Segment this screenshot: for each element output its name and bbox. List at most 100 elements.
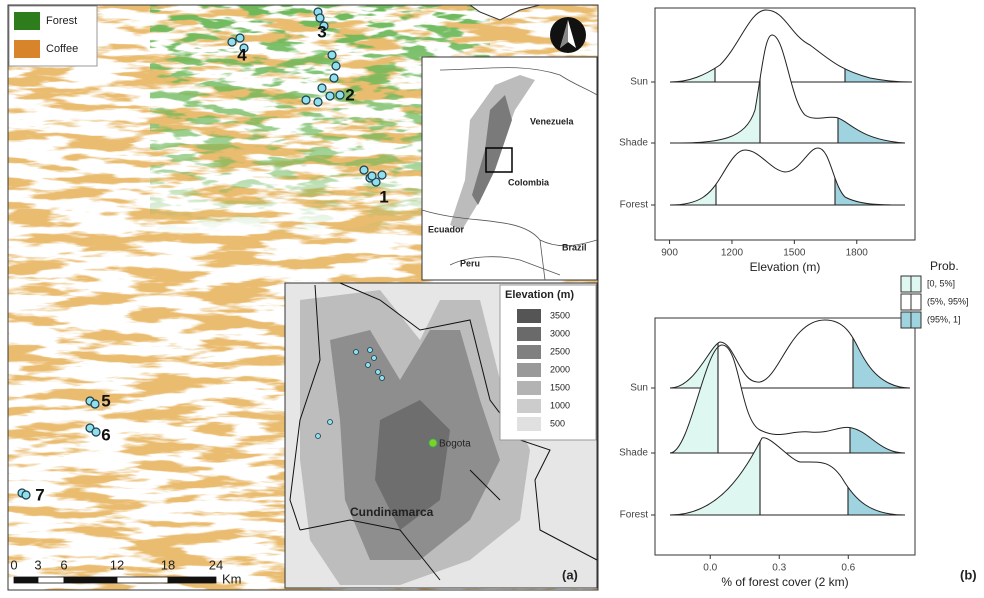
site-label: 2 <box>345 85 354 104</box>
elevation-label: 1500 <box>550 382 570 392</box>
elevation-swatch <box>517 381 541 395</box>
y-tick-label: Forest <box>620 200 649 211</box>
site-point <box>325 91 335 101</box>
site-point <box>335 90 345 100</box>
site-point <box>91 427 101 437</box>
site-point <box>377 170 387 180</box>
scale-unit: Km <box>222 571 242 586</box>
site-point <box>301 95 311 105</box>
legend-label: (95%, 1] <box>927 314 961 324</box>
site-point <box>315 13 325 23</box>
elevation-swatch <box>517 363 541 377</box>
axes: 900 1200 1500 1800 Sun Shade Forest Elevation (… <box>619 77 868 590</box>
country-label: Peru <box>460 258 480 268</box>
map-frame <box>7 4 599 591</box>
site-point <box>379 375 385 381</box>
site-point <box>315 433 321 439</box>
legend-label: Coffee <box>46 43 78 55</box>
scale-segment <box>63 576 118 584</box>
scale-label: 6 <box>60 557 67 572</box>
scale-label: 18 <box>161 557 175 572</box>
elevation-legend: Elevation (m) 3500 3000 2500 2000 1500 1000 500 <box>505 289 574 431</box>
prob-legend: Prob. [0, 5%] (5%, 95%] (95%, 1] <box>900 259 969 329</box>
x-tick-label: 1800 <box>846 248 869 259</box>
elevation-swatch <box>517 399 541 413</box>
site-point <box>90 399 100 409</box>
site-label: 4 <box>237 45 247 64</box>
site-point <box>313 97 323 107</box>
elevation-swatch <box>517 309 541 323</box>
x-tick-label: 1500 <box>783 248 806 259</box>
scale-label: 3 <box>34 557 41 572</box>
y-tick-label: Shade <box>619 448 648 459</box>
panel-label: (b) <box>960 567 977 582</box>
x-tick-label: 900 <box>661 248 678 259</box>
site-point <box>367 171 377 181</box>
elevation-swatch <box>517 345 541 359</box>
site-point <box>353 349 359 355</box>
site-point <box>235 33 245 43</box>
elevation-label: 500 <box>550 418 565 428</box>
x-tick-label: 0.3 <box>772 563 786 574</box>
city-label: Bogota <box>439 439 471 450</box>
site-point <box>329 73 339 83</box>
country-label: Ecuador <box>428 224 465 234</box>
elevation-label: 2500 <box>550 346 570 356</box>
site-point <box>21 490 31 500</box>
site-label: 6 <box>101 425 110 444</box>
country-label: Colombia <box>508 177 550 187</box>
site-point <box>359 165 369 175</box>
site-point <box>319 21 329 31</box>
scale-label: 24 <box>209 557 223 572</box>
elevation-swatch <box>517 327 541 341</box>
site-point <box>375 369 381 375</box>
country-inset <box>421 56 598 281</box>
legend-label: [0, 5%] <box>927 278 955 288</box>
site-point <box>327 50 337 60</box>
site-point <box>239 43 249 53</box>
site-label: 3 <box>317 22 326 41</box>
site-point <box>227 37 237 47</box>
scale-segment <box>167 576 217 584</box>
scale-label: 12 <box>110 557 124 572</box>
region-inset <box>284 282 598 589</box>
elevation-label: 2000 <box>550 364 570 374</box>
x-axis-label: % of forest cover (2 km) <box>721 575 848 589</box>
legend-title: Elevation (m) <box>505 289 574 301</box>
site-point <box>365 362 371 368</box>
site-label: 7 <box>35 485 44 504</box>
elevation-label: 3000 <box>550 328 570 338</box>
site-point <box>327 419 333 425</box>
legend-label: (5%, 95%] <box>927 296 969 306</box>
panel-label: (a) <box>562 567 578 582</box>
sites: 1 2 3 4 5 6 7 <box>17 7 389 504</box>
site-label: 1 <box>379 187 388 206</box>
scale-segment <box>13 576 39 584</box>
y-tick-label: Forest <box>620 510 649 521</box>
x-tick-label: 0.6 <box>841 563 855 574</box>
x-tick-label: 1200 <box>721 248 744 259</box>
map-legend <box>8 5 98 67</box>
legend-title: Prob. <box>930 259 959 273</box>
x-axis-label: Elevation (m) <box>750 260 821 274</box>
elevation-swatch <box>517 417 541 431</box>
region-label: Cundinamarca <box>350 505 434 519</box>
scale-segment <box>37 576 65 584</box>
legend-label: Forest <box>46 15 77 27</box>
scale-label: 0 <box>10 557 17 572</box>
y-tick-label: Sun <box>630 77 648 88</box>
site-point <box>367 347 373 353</box>
country-label: Venezuela <box>530 116 575 126</box>
country-label: Brazil <box>562 242 587 252</box>
north-arrow <box>550 17 586 53</box>
elevation-label: 3500 <box>550 310 570 320</box>
y-tick-label: Shade <box>619 138 648 149</box>
site-point <box>331 61 341 71</box>
x-tick-label: 0.0 <box>703 563 717 574</box>
y-tick-label: Sun <box>630 383 648 394</box>
site-point <box>371 355 377 361</box>
scale-segment <box>116 576 169 584</box>
